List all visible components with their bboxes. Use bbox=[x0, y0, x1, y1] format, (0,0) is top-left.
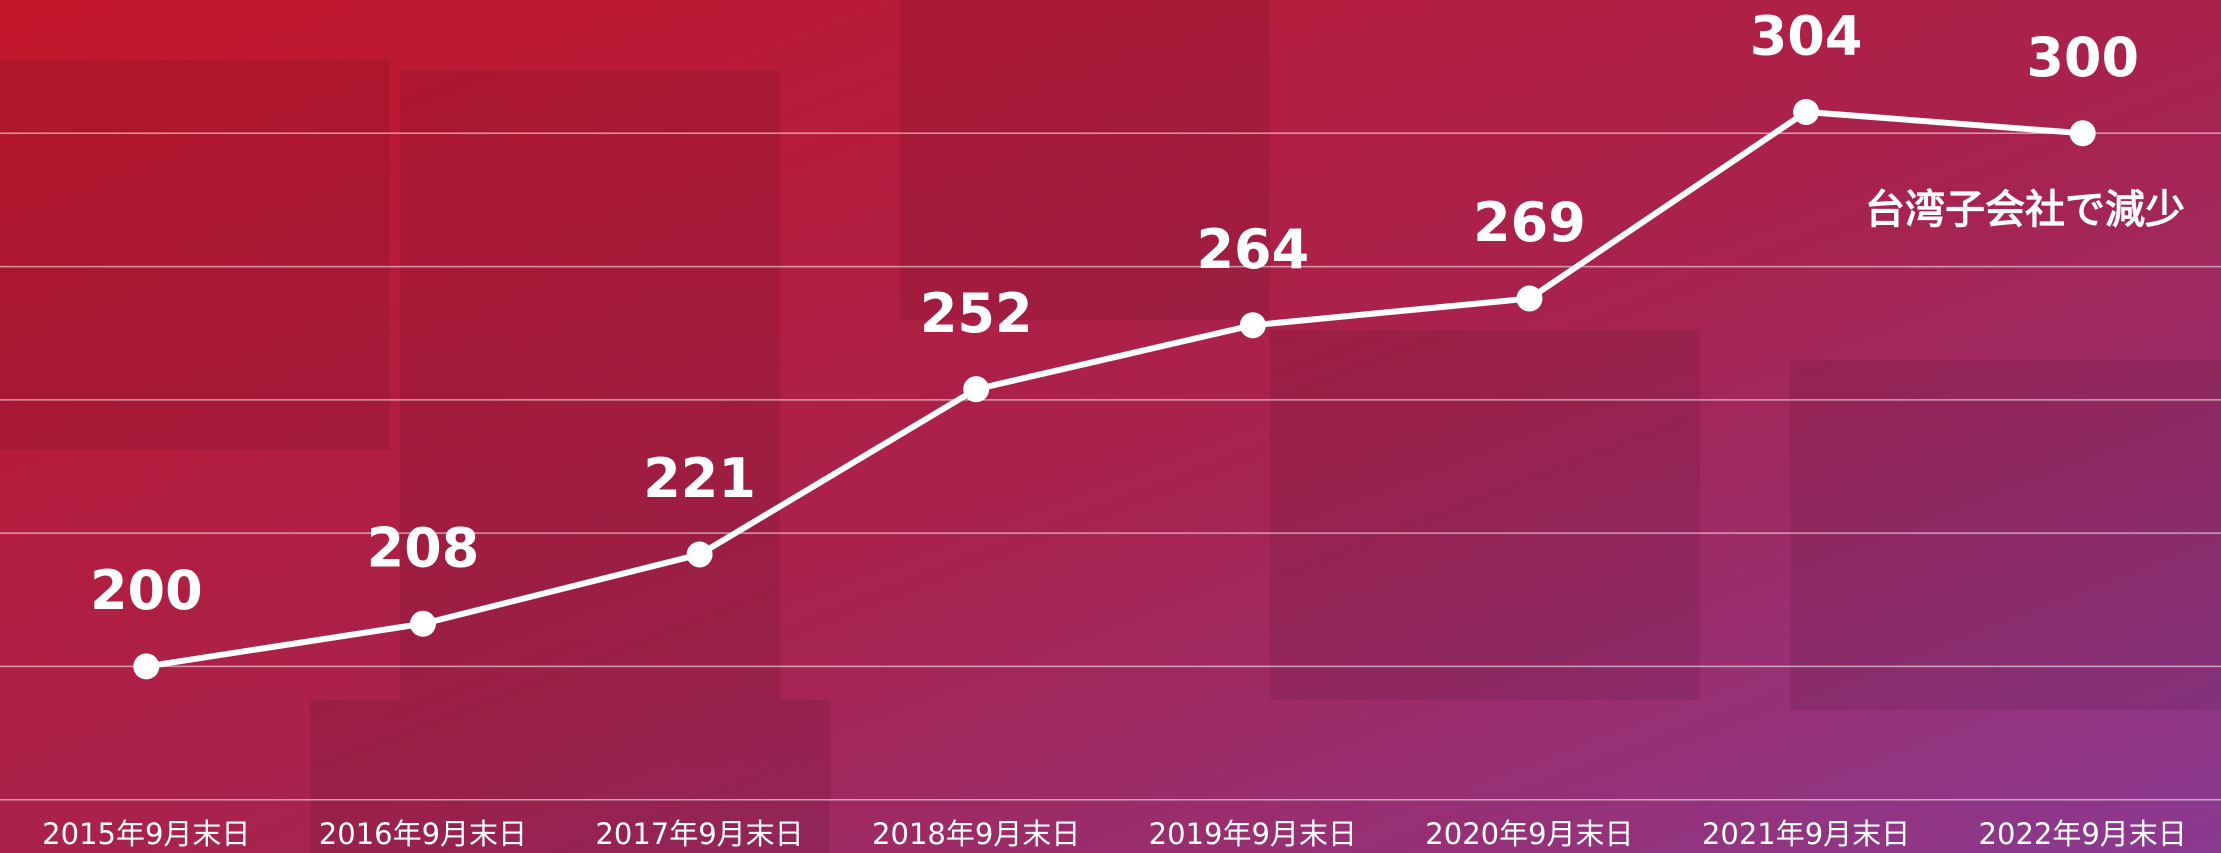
point bbox=[133, 653, 159, 679]
value-label: 221 bbox=[643, 447, 756, 510]
point bbox=[1240, 312, 1266, 338]
x-tick-label: 2020年9月末日 bbox=[1425, 817, 1633, 851]
point bbox=[410, 611, 436, 637]
point bbox=[963, 376, 989, 402]
value-label: 200 bbox=[90, 559, 203, 622]
x-tick-label: 2018年9月末日 bbox=[872, 817, 1080, 851]
x-tick-label: 2019年9月末日 bbox=[1149, 817, 1357, 851]
x-tick-label: 2017年9月末日 bbox=[595, 817, 803, 851]
annotation: 台湾子会社で減少 bbox=[1865, 187, 2185, 233]
page: {"chart_data": {"type": "line", "categor… bbox=[0, 0, 2221, 853]
point bbox=[1516, 286, 1542, 312]
value-label: 252 bbox=[920, 282, 1033, 345]
point bbox=[2070, 120, 2096, 146]
value-label: 300 bbox=[2026, 26, 2139, 89]
x-tick-label: 2015年9月末日 bbox=[42, 817, 250, 851]
x-tick-label: 2022年9月末日 bbox=[1979, 817, 2187, 851]
value-label: 264 bbox=[1196, 218, 1309, 281]
point bbox=[687, 541, 713, 567]
value-label: 269 bbox=[1473, 191, 1586, 254]
value-label: 208 bbox=[367, 516, 480, 579]
point bbox=[1793, 99, 1819, 125]
x-tick-label: 2021年9月末日 bbox=[1702, 817, 1910, 851]
value-label: 304 bbox=[1750, 5, 1863, 68]
chart: 台湾子会社で減少 2015年9月末日 2016年9月末日 2017年9月末日 2018年… bbox=[0, 0, 2221, 853]
x-tick-label: 2016年9月末日 bbox=[319, 817, 527, 851]
